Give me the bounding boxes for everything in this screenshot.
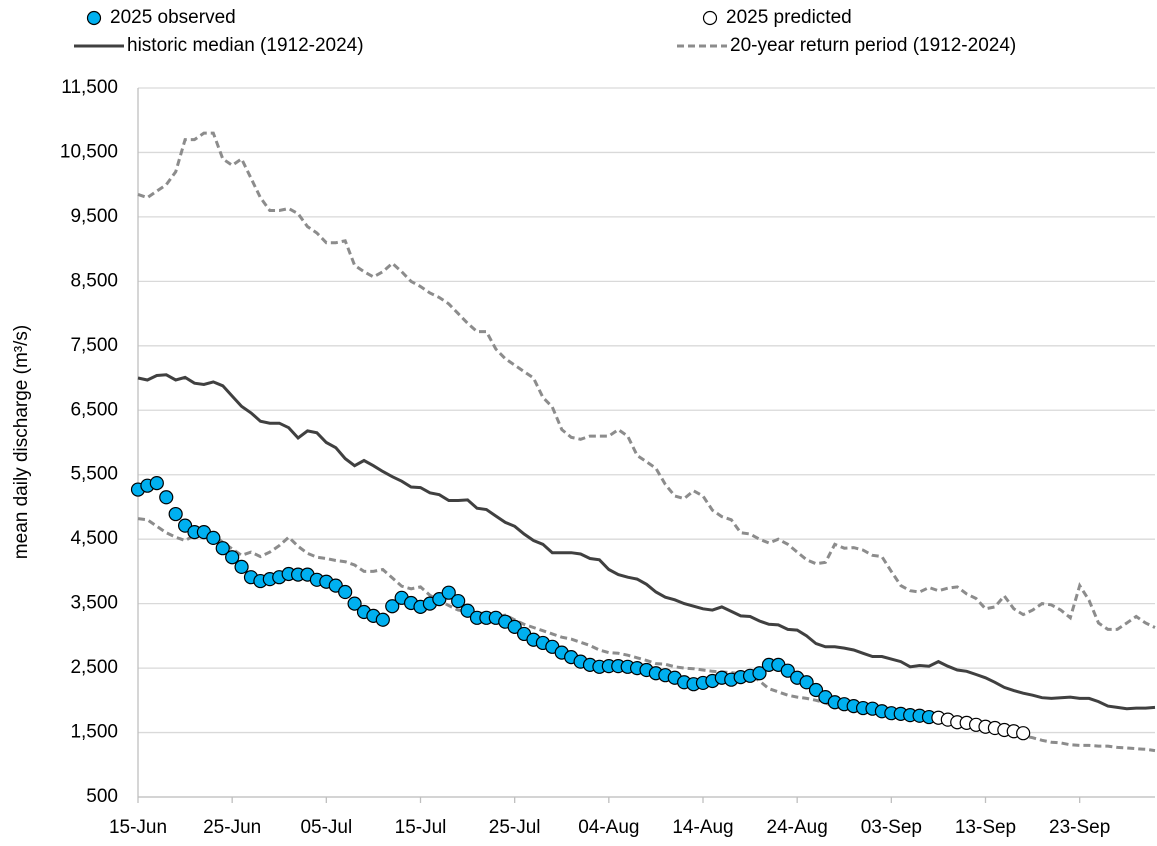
x-tick-label: 15-Jun	[109, 817, 167, 838]
data-point	[808, 682, 824, 698]
data-point	[441, 585, 456, 600]
legend-marker	[86, 10, 102, 26]
data-point	[1016, 726, 1031, 741]
legend-marker	[702, 10, 718, 26]
x-tick-label: 23-Sep	[1049, 817, 1110, 838]
data-point	[451, 593, 466, 609]
series-line	[137, 517, 1156, 753]
data-point	[159, 490, 174, 505]
data-point	[385, 599, 400, 614]
legend-label: 2025 observed	[110, 7, 236, 28]
y-tick-label: 500	[86, 786, 118, 807]
x-tick-label: 13-Sep	[955, 817, 1016, 838]
y-tick-label: 9,500	[70, 206, 118, 227]
y-tick-label: 1,500	[70, 722, 118, 743]
data-point	[460, 603, 475, 618]
series-line	[137, 131, 1156, 631]
y-tick-label: 4,500	[70, 528, 118, 549]
x-tick-label: 03-Sep	[861, 817, 922, 838]
data-point	[168, 506, 183, 522]
y-tick-label: 7,500	[70, 335, 118, 356]
y-axis-title: mean daily discharge (m³/s)	[11, 325, 32, 559]
x-tick-label: 24-Aug	[767, 817, 828, 838]
data-point	[215, 541, 230, 556]
data-point	[149, 476, 164, 491]
x-tick-label: 25-Jun	[203, 817, 261, 838]
data-point	[347, 596, 362, 611]
y-tick-label: 2,500	[70, 657, 118, 678]
data-point	[225, 550, 240, 565]
y-tick-label: 11,500	[61, 77, 118, 98]
data-point	[752, 666, 767, 681]
x-tick-label: 15-Jul	[395, 817, 447, 838]
x-tick-label: 05-Jul	[300, 817, 352, 838]
data-point	[780, 663, 795, 678]
y-tick-label: 10,500	[60, 141, 118, 162]
data-point	[234, 559, 249, 574]
y-tick-label: 6,500	[70, 399, 118, 420]
x-tick-label: 25-Jul	[489, 817, 541, 838]
data-point	[507, 619, 522, 634]
data-point	[375, 612, 390, 627]
legend-label: 2025 predicted	[726, 7, 852, 28]
data-point	[338, 584, 353, 600]
data-point	[206, 530, 221, 545]
series-line	[137, 373, 1156, 711]
y-tick-label: 8,500	[70, 270, 118, 291]
legend-label: 20-year return period (1912-2024)	[730, 35, 1016, 56]
x-tick-label: 14-Aug	[672, 817, 733, 838]
data-point	[799, 675, 814, 690]
legend-label: historic median (1912-2024)	[127, 35, 364, 56]
y-tick-label: 5,500	[70, 464, 118, 485]
x-tick-label: 04-Aug	[578, 817, 639, 838]
y-tick-label: 3,500	[70, 593, 118, 614]
